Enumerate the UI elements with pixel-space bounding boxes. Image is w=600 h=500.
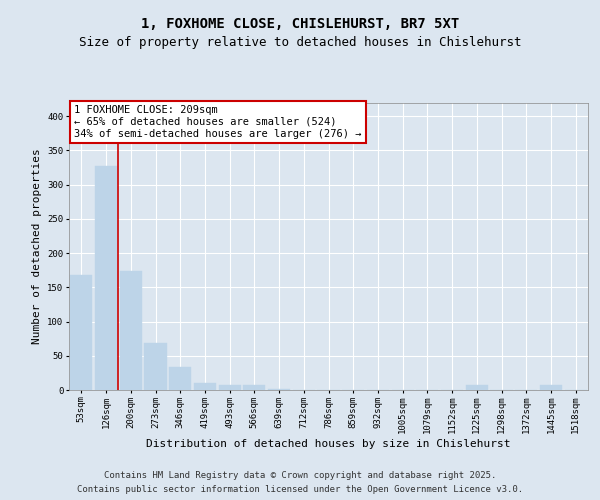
Text: Size of property relative to detached houses in Chislehurst: Size of property relative to detached ho… [79,36,521,49]
Text: Contains public sector information licensed under the Open Government Licence v3: Contains public sector information licen… [77,484,523,494]
Bar [70,275,92,390]
X-axis label: Distribution of detached houses by size in Chislehurst: Distribution of detached houses by size … [146,438,511,448]
Text: Contains HM Land Registry data © Crown copyright and database right 2025.: Contains HM Land Registry data © Crown c… [104,472,496,480]
Text: 1, FOXHOME CLOSE, CHISLEHURST, BR7 5XT: 1, FOXHOME CLOSE, CHISLEHURST, BR7 5XT [141,18,459,32]
Bar [243,384,265,390]
Bar [218,384,241,390]
Bar [119,271,142,390]
Bar [194,383,216,390]
Bar [145,344,167,390]
Bar [540,384,562,390]
Bar [169,366,191,390]
Bar [95,166,117,390]
Text: 1 FOXHOME CLOSE: 209sqm
← 65% of detached houses are smaller (524)
34% of semi-d: 1 FOXHOME CLOSE: 209sqm ← 65% of detache… [74,106,362,138]
Bar [466,384,488,390]
Y-axis label: Number of detached properties: Number of detached properties [32,148,42,344]
